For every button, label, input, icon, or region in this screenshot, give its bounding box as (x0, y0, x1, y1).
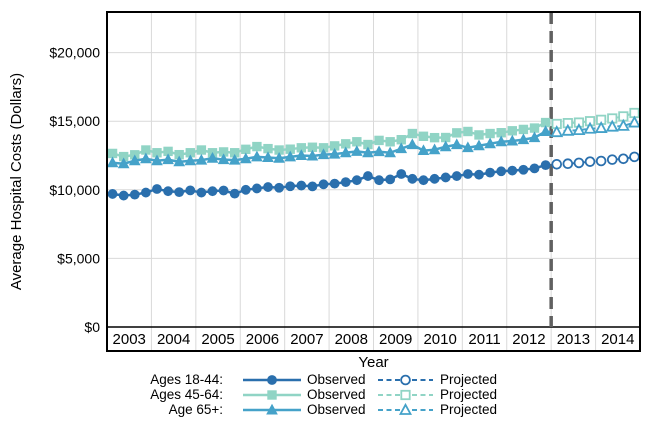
legend-observed-label: Observed (307, 402, 366, 417)
legend-projected-label: Projected (440, 387, 498, 402)
legend-projected-label: Projected (440, 402, 498, 417)
legend-observed-swatch (243, 373, 301, 387)
x-tick-label: 2012 (512, 331, 545, 348)
legend-projected-swatch (378, 373, 433, 387)
legend-series-label: Age 65+: (168, 402, 223, 417)
x-tick-label: 2011 (468, 331, 500, 348)
x-tick-label: 2014 (601, 331, 634, 348)
y-tick-label: $15,000 (49, 113, 100, 129)
legend-observed-label: Observed (307, 372, 366, 387)
y-axis-title: Average Hospital Costs (Dollars) (8, 73, 25, 290)
x-tick-label: 2003 (113, 331, 146, 348)
legend-row-ages-18-44: Ages 18-44: Observed Projected (0, 372, 648, 387)
y-tick-label: $10,000 (49, 182, 100, 198)
legend-projected-swatch (378, 388, 433, 402)
legend-projected-label: Projected (440, 372, 498, 387)
plot-frame (106, 11, 641, 352)
series-ages-45-64 (107, 107, 640, 162)
y-axis-tick-labels: $0 $5,000 $10,000 $15,000 $20,000 (49, 45, 100, 335)
legend-row-age-65-plus: Age 65+: Observed Projected (0, 402, 648, 417)
data-series (106, 107, 641, 201)
legend-row-ages-45-64: Ages 45-64: Observed Projected (0, 387, 648, 402)
x-tick-label: 2007 (290, 331, 323, 348)
x-tick-label: 2008 (335, 331, 368, 348)
legend-projected-swatch (378, 402, 433, 417)
y-tick-label: $0 (84, 319, 100, 335)
x-tick-label: 2009 (379, 331, 412, 348)
series-ages-18-44 (107, 151, 640, 201)
legend-observed-swatch (243, 403, 301, 417)
x-axis-tick-labels: 2003 2004 2005 2006 2007 2008 2009 2010 2011 2012… (113, 331, 635, 348)
y-tick-label: $5,000 (57, 250, 100, 266)
x-tick-label: 2006 (246, 331, 279, 348)
x-tick-label: 2004 (157, 331, 190, 348)
x-tick-label: 2010 (423, 331, 456, 348)
legend-observed-label: Observed (307, 387, 366, 402)
legend-series-label: Ages 18-44: (150, 372, 223, 387)
y-tick-label: $20,000 (49, 45, 100, 61)
series-age-65- (106, 115, 641, 169)
x-tick-label: 2013 (557, 331, 590, 348)
x-axis-title: Year (358, 354, 388, 371)
legend-series-label: Ages 45-64: (150, 387, 223, 402)
gridlines (107, 12, 640, 351)
x-tick-label: 2005 (201, 331, 234, 348)
legend: Ages 18-44: Observed Projected Ages 45-6… (0, 372, 648, 417)
legend-observed-swatch (243, 388, 301, 402)
